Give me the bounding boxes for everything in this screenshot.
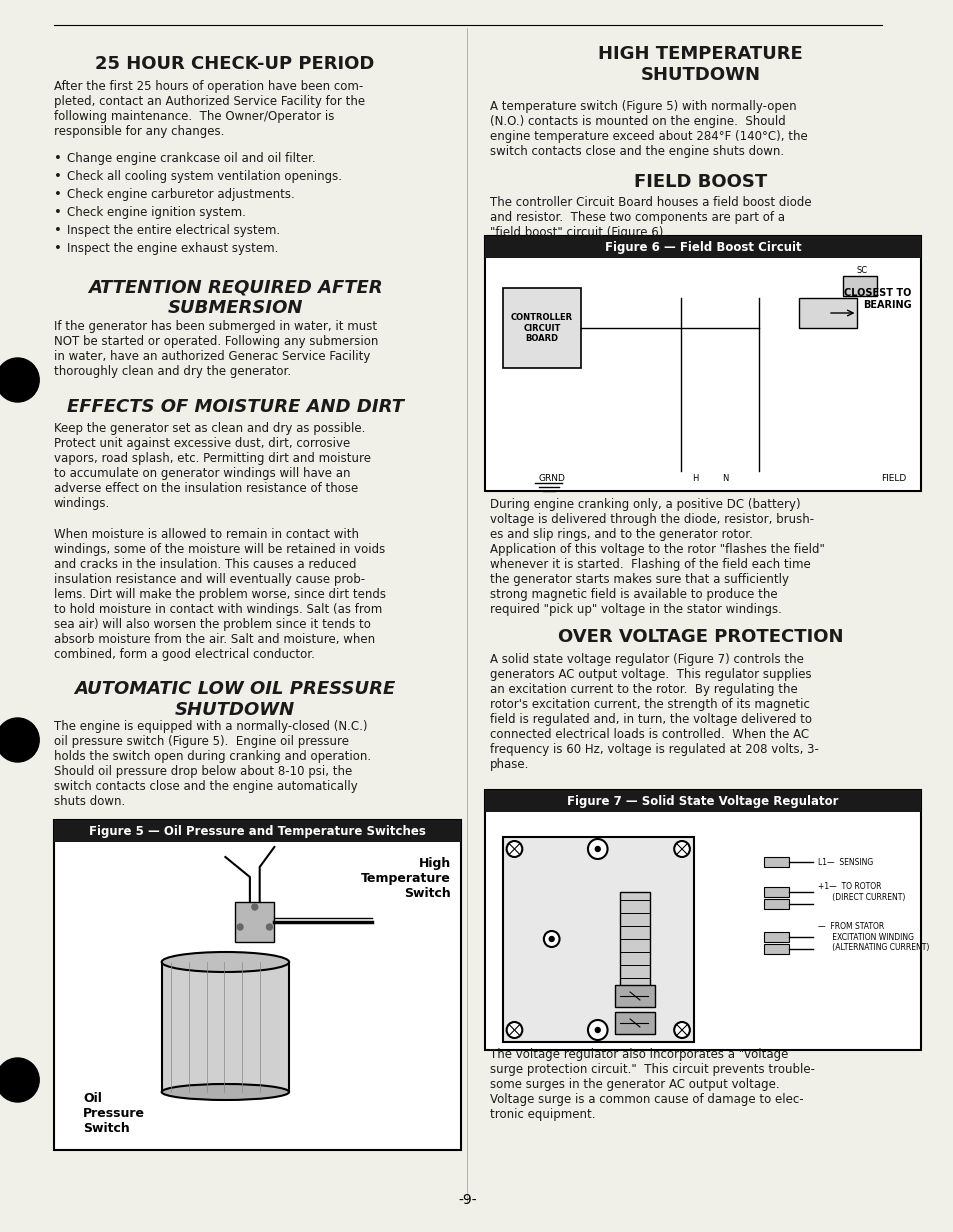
Text: H: H	[692, 474, 699, 483]
Text: Change engine crankcase oil and oil filter.: Change engine crankcase oil and oil filt…	[67, 152, 314, 165]
Text: EFFECTS OF MOISTURE AND DIRT: EFFECTS OF MOISTURE AND DIRT	[67, 398, 403, 416]
Ellipse shape	[161, 1084, 289, 1100]
Bar	[484, 790, 921, 812]
Text: •: •	[53, 188, 62, 201]
Bar	[53, 821, 460, 841]
Circle shape	[595, 1027, 599, 1032]
Circle shape	[266, 924, 273, 930]
Bar	[798, 298, 857, 328]
Text: •: •	[53, 170, 62, 184]
Bar	[235, 902, 274, 942]
Text: SC: SC	[856, 266, 867, 275]
Text: FIELD BOOST: FIELD BOOST	[634, 172, 766, 191]
Bar	[763, 931, 788, 942]
Text: When moisture is allowed to remain in contact with
windings, some of the moistur: When moisture is allowed to remain in co…	[53, 529, 386, 662]
Text: •: •	[53, 206, 62, 219]
Text: L1—  SENSING: L1— SENSING	[818, 857, 873, 866]
Circle shape	[549, 936, 554, 941]
Text: Inspect the entire electrical system.: Inspect the entire electrical system.	[67, 224, 279, 237]
Ellipse shape	[161, 952, 289, 972]
Circle shape	[595, 846, 599, 851]
Bar	[161, 962, 289, 1092]
Bar	[484, 237, 921, 257]
Bar	[841, 276, 876, 296]
Text: •: •	[53, 152, 62, 165]
Text: Check all cooling system ventilation openings.: Check all cooling system ventilation ope…	[67, 170, 341, 184]
Text: •: •	[53, 224, 62, 237]
Text: CONTROLLER
CIRCUIT
BOARD: CONTROLLER CIRCUIT BOARD	[510, 313, 573, 342]
Text: CLOSEST TO
BEARING: CLOSEST TO BEARING	[843, 288, 910, 309]
Bar	[763, 899, 788, 909]
Text: A temperature switch (Figure 5) with normally-open
(N.O.) contacts is mounted on: A temperature switch (Figure 5) with nor…	[490, 100, 807, 158]
Text: The engine is equipped with a normally-closed (N.C.)
oil pressure switch (Figure: The engine is equipped with a normally-c…	[53, 719, 371, 808]
Circle shape	[506, 841, 521, 857]
Bar	[763, 944, 788, 954]
Text: If the generator has been submerged in water, it must
NOT be started or operated: If the generator has been submerged in w…	[53, 320, 378, 378]
Bar	[763, 857, 788, 867]
Text: Keep the generator set as clean and dry as possible.
Protect unit against excess: Keep the generator set as clean and dry …	[53, 423, 371, 510]
Bar	[615, 986, 654, 1007]
Text: After the first 25 hours of operation have been com-
pleted, contact an Authoriz: After the first 25 hours of operation ha…	[53, 80, 365, 138]
Text: AUTOMATIC LOW OIL PRESSURE
SHUTDOWN: AUTOMATIC LOW OIL PRESSURE SHUTDOWN	[74, 680, 395, 718]
Text: Figure 5 — Oil Pressure and Temperature Switches: Figure 5 — Oil Pressure and Temperature …	[89, 824, 425, 838]
Text: GRND: GRND	[538, 474, 565, 483]
Circle shape	[252, 904, 257, 910]
Bar	[502, 288, 580, 368]
Text: ATTENTION REQUIRED AFTER
SUBMERSION: ATTENTION REQUIRED AFTER SUBMERSION	[88, 278, 382, 317]
Text: Figure 7 — Solid State Voltage Regulator: Figure 7 — Solid State Voltage Regulator	[567, 795, 838, 807]
Text: 25 HOUR CHECK-UP PERIOD: 25 HOUR CHECK-UP PERIOD	[95, 55, 375, 73]
Bar	[53, 821, 460, 1149]
Text: Figure 6 — Field Boost Circuit: Figure 6 — Field Boost Circuit	[604, 240, 801, 254]
Text: A solid state voltage regulator (Figure 7) controls the
generators AC output vol: A solid state voltage regulator (Figure …	[490, 653, 818, 771]
Text: N: N	[721, 474, 727, 483]
Text: HIGH TEMPERATURE
SHUTDOWN: HIGH TEMPERATURE SHUTDOWN	[598, 46, 802, 84]
Bar	[615, 1011, 654, 1034]
Circle shape	[674, 841, 689, 857]
Text: -9-: -9-	[457, 1193, 476, 1207]
Bar	[484, 237, 921, 492]
Text: The controller Circuit Board houses a field boost diode
and resistor.  These two: The controller Circuit Board houses a fi…	[490, 196, 811, 239]
Text: Oil
Pressure
Switch: Oil Pressure Switch	[83, 1092, 145, 1135]
Circle shape	[587, 1020, 607, 1040]
Circle shape	[543, 931, 559, 947]
Text: +1—  TO ROTOR
      (DIRECT CURRENT): +1— TO ROTOR (DIRECT CURRENT)	[818, 882, 904, 902]
Text: During engine cranking only, a positive DC (battery)
voltage is delivered throug: During engine cranking only, a positive …	[490, 498, 824, 616]
Text: —  FROM STATOR
      EXCITATION WINDING
      (ALTERNATING CURRENT): — FROM STATOR EXCITATION WINDING (ALTERN…	[818, 922, 928, 952]
Text: •: •	[53, 241, 62, 255]
Circle shape	[0, 359, 39, 402]
Circle shape	[0, 1058, 39, 1101]
Circle shape	[237, 924, 243, 930]
Circle shape	[0, 718, 39, 763]
Text: High
Temperature
Switch: High Temperature Switch	[360, 857, 451, 901]
Text: Check engine carburetor adjustments.: Check engine carburetor adjustments.	[67, 188, 294, 201]
Bar	[619, 892, 649, 992]
Text: FIELD: FIELD	[881, 474, 905, 483]
Text: Inspect the engine exhaust system.: Inspect the engine exhaust system.	[67, 241, 277, 255]
Text: OVER VOLTAGE PROTECTION: OVER VOLTAGE PROTECTION	[558, 628, 842, 646]
Circle shape	[674, 1023, 689, 1039]
Bar	[763, 887, 788, 897]
Circle shape	[506, 1023, 521, 1039]
Bar	[484, 790, 921, 1050]
Text: Check engine ignition system.: Check engine ignition system.	[67, 206, 245, 219]
Circle shape	[587, 839, 607, 859]
Text: The voltage regulator also incorporates a "voltage
surge protection circuit."  T: The voltage regulator also incorporates …	[490, 1048, 814, 1121]
Bar	[502, 837, 693, 1042]
